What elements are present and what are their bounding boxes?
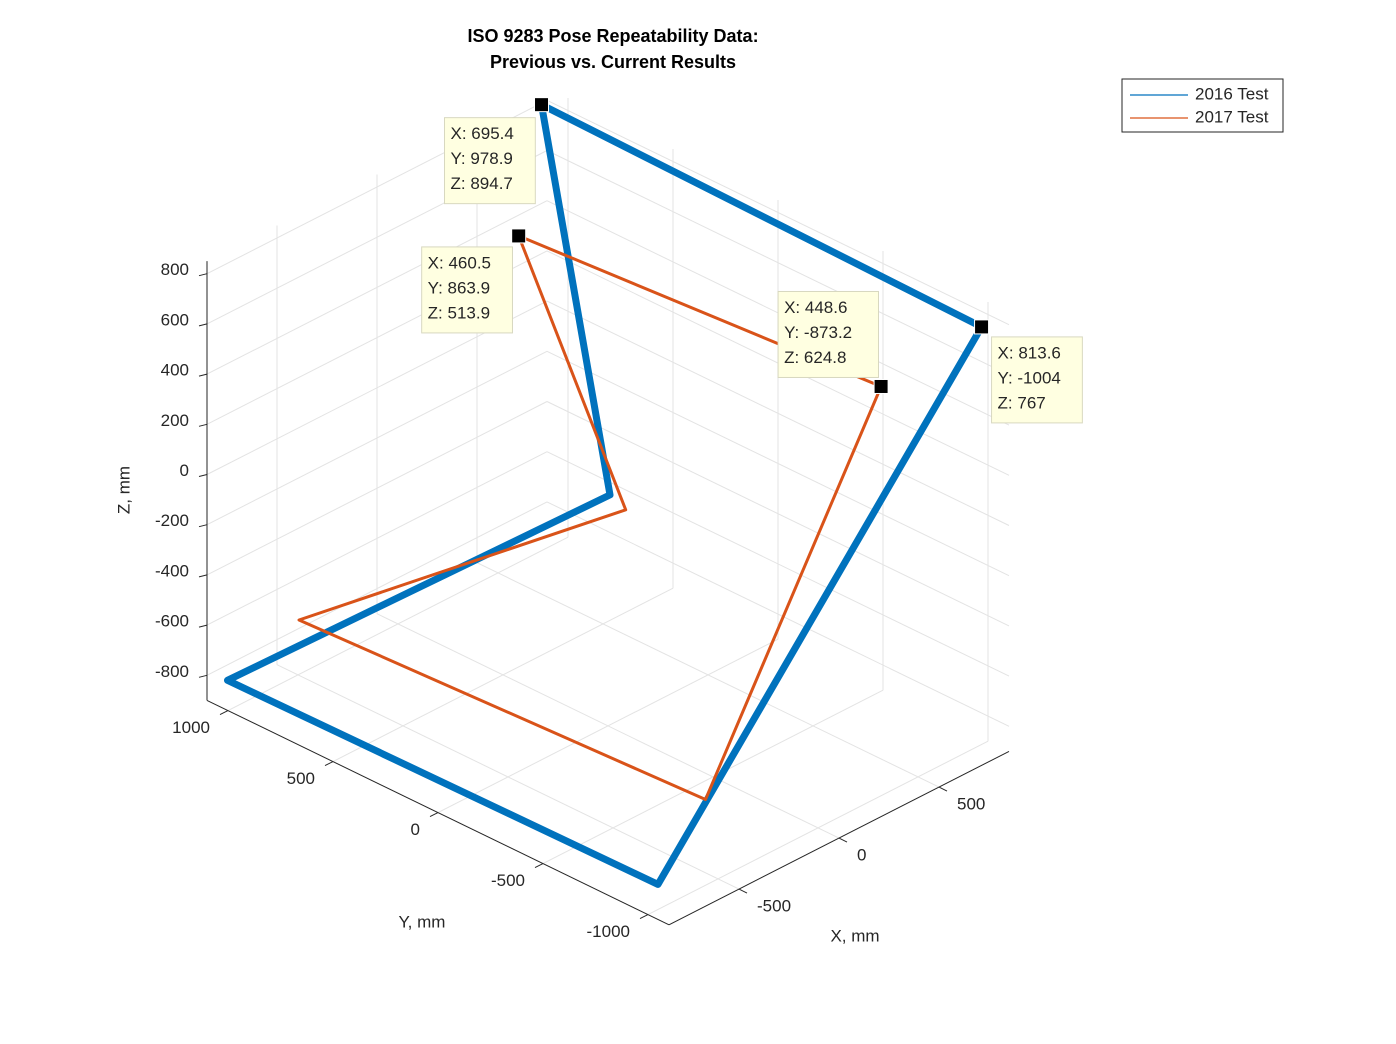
- datatip-label: X: 813.6: [998, 343, 1061, 362]
- tick-mark: [738, 888, 748, 894]
- tick-mark: [198, 674, 208, 678]
- x-axis-label: X, mm: [830, 926, 879, 945]
- y-tick-label: 500: [287, 769, 315, 788]
- z-tick-label: 400: [161, 361, 189, 380]
- legend-label: 2017 Test: [1195, 107, 1269, 126]
- grid-line: [542, 689, 884, 865]
- datatip-label: Z: 624.8: [784, 348, 846, 367]
- tick-mark: [219, 710, 229, 716]
- datatip-marker: [974, 319, 990, 335]
- datatip-box: [421, 246, 513, 334]
- grid-line: [647, 740, 989, 916]
- tick-mark: [198, 323, 208, 327]
- z-tick-label: -800: [155, 662, 189, 681]
- z-tick-label: 800: [161, 260, 189, 279]
- tick-mark: [198, 423, 208, 427]
- datatip-label: Z: 894.7: [451, 174, 513, 193]
- y-tick-label: 0: [411, 820, 420, 839]
- datatip-label: Y: -1004: [998, 368, 1061, 387]
- datatip-box: [777, 290, 879, 378]
- grid-line: [437, 638, 779, 814]
- datatip-label: Z: 513.9: [428, 303, 490, 322]
- grid-line: [227, 536, 569, 712]
- grid-line: [332, 587, 674, 763]
- legend-label: 2016 Test: [1195, 84, 1269, 103]
- chart-title: Previous vs. Current Results: [490, 52, 736, 72]
- tick-mark: [198, 373, 208, 377]
- x-tick-label: 0: [857, 846, 866, 865]
- datatip-label: Y: 978.9: [451, 149, 513, 168]
- tick-mark: [324, 761, 334, 767]
- tick-mark: [429, 812, 439, 818]
- tick-mark: [198, 574, 208, 578]
- datatip-label: Z: 767: [998, 393, 1046, 412]
- datatip-label: Y: -873.2: [784, 323, 852, 342]
- datatip-label: X: 448.6: [784, 298, 847, 317]
- datatip-label: X: 695.4: [451, 124, 514, 143]
- legend-box: [1121, 78, 1284, 133]
- z-tick-label: -200: [155, 511, 189, 530]
- tick-mark: [838, 837, 848, 843]
- x-tick-label: 500: [957, 795, 985, 814]
- datatip-marker: [873, 378, 889, 394]
- z-tick-label: 600: [161, 310, 189, 329]
- tick-mark: [639, 914, 649, 920]
- z-axis-label: Z, mm: [114, 466, 133, 514]
- tick-mark: [534, 863, 544, 869]
- tick-mark: [198, 524, 208, 528]
- y-tick-label: 1000: [172, 718, 210, 737]
- datatip-box: [444, 117, 536, 205]
- data-line: [224, 101, 986, 888]
- tick-mark: [198, 273, 208, 277]
- datatip-box: [991, 336, 1083, 424]
- y-tick-label: -1000: [587, 922, 630, 941]
- tick-mark: [938, 786, 948, 792]
- datatip-label: Y: 863.9: [428, 278, 490, 297]
- datatip-label: X: 460.5: [428, 253, 491, 272]
- tick-mark: [198, 624, 208, 628]
- tick-mark: [198, 474, 208, 477]
- datatip-marker: [511, 228, 527, 244]
- chart-title: ISO 9283 Pose Repeatability Data:: [467, 26, 758, 46]
- x-tick-label: -500: [757, 897, 791, 916]
- z-tick-label: -400: [155, 561, 189, 580]
- z-tick-label: -600: [155, 612, 189, 631]
- z-tick-label: 0: [180, 461, 189, 480]
- datatip-marker: [534, 97, 550, 113]
- y-axis-label: Y, mm: [399, 912, 446, 931]
- y-tick-label: -500: [491, 871, 525, 890]
- z-tick-label: 200: [161, 411, 189, 430]
